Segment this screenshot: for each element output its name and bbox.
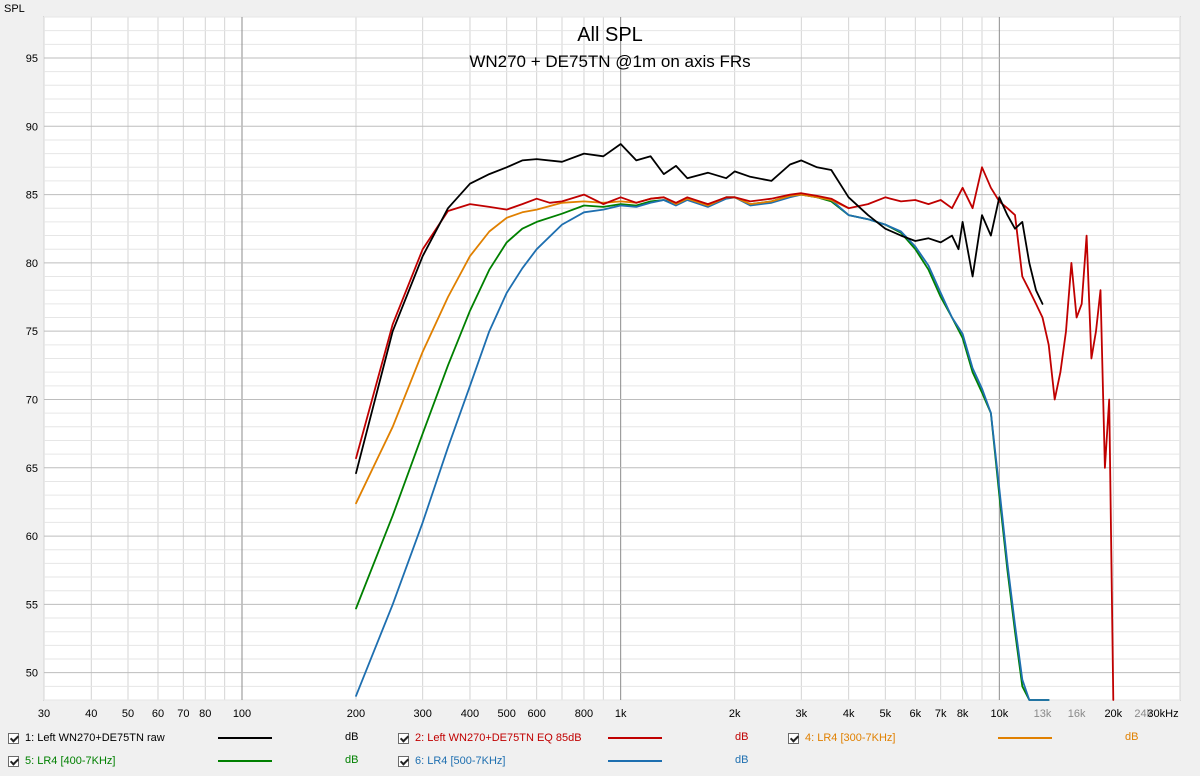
legend-unit-lr4-300: dB <box>1125 731 1139 743</box>
legend-unit-lr4-500: dB <box>735 754 749 766</box>
legend-checkbox-raw[interactable] <box>8 732 19 744</box>
legend-unit-lr4-400: dB <box>345 754 359 766</box>
chart-title: All SPL <box>577 24 643 46</box>
legend-item-lr4-500[interactable]: 6: LR4 [500-7KHz] <box>398 751 506 771</box>
y-tick-label: 90 <box>26 121 38 133</box>
x-tick-label: 3k <box>796 708 808 720</box>
legend-swatch-lr4-400 <box>218 760 272 762</box>
legend-label-lr4-400: 5: LR4 [400-7KHz] <box>25 755 116 767</box>
legend-checkbox-lr4-300[interactable] <box>788 732 799 744</box>
x-tick-label: 600 <box>527 708 545 720</box>
legend-item-lr4-400[interactable]: 5: LR4 [400-7KHz] <box>8 751 116 771</box>
legend-swatch-lr4-300 <box>998 737 1052 739</box>
x-tick-label: 40 <box>85 708 97 720</box>
x-tick-label: 2k <box>729 708 741 720</box>
x-tick-label: 800 <box>575 708 593 720</box>
legend-item-lr4-300[interactable]: 4: LR4 [300-7KHz] <box>788 728 896 748</box>
legend-checkbox-lr4-400[interactable] <box>8 755 19 767</box>
y-tick-label: 75 <box>26 326 38 338</box>
y-tick-labels: 50 55 60 65 70 75 80 85 90 95 <box>26 53 38 680</box>
x-tick-label: 5k <box>880 708 892 720</box>
legend-label-eq: 2: Left WN270+DE75TN EQ 85dB <box>415 732 582 744</box>
x-tick-label: 16k <box>1068 708 1086 720</box>
legend-checkbox-eq[interactable] <box>398 732 409 744</box>
minor-gridlines <box>43 16 1181 701</box>
x-tick-label: 500 <box>497 708 515 720</box>
y-axis-label: SPL <box>4 3 25 15</box>
x-tick-label: 30kHz <box>1147 708 1178 720</box>
legend-label-lr4-300: 4: LR4 [300-7KHz] <box>805 732 896 744</box>
y-tick-label: 60 <box>26 531 38 543</box>
legend-checkbox-lr4-500[interactable] <box>398 755 409 767</box>
x-tick-label: 70 <box>177 708 189 720</box>
x-tick-label: 50 <box>122 708 134 720</box>
y-tick-label: 85 <box>26 190 38 202</box>
x-tick-label: 100 <box>233 708 251 720</box>
x-tick-label: 20k <box>1104 708 1122 720</box>
x-tick-label: 7k <box>935 708 947 720</box>
legend-unit-raw: dB <box>345 731 359 743</box>
x-tick-label: 30 <box>38 708 50 720</box>
legend-item-raw[interactable]: 1: Left WN270+DE75TN raw <box>8 728 165 748</box>
series-line-5 <box>355 193 1050 701</box>
legend-swatch-raw <box>218 737 272 739</box>
y-tick-label: 70 <box>26 394 38 406</box>
legend-unit-eq: dB <box>735 731 749 743</box>
y-tick-label: 95 <box>26 53 38 65</box>
series-layer <box>355 143 1115 701</box>
x-tick-label: 200 <box>347 708 365 720</box>
legend-row-1: 1: Left WN270+DE75TN raw dB 2: Left WN27… <box>0 728 1200 748</box>
spl-chart: 30 40 50 60 70 80 100 200 300 400 500 600 800 1k 2k 3k 4… <box>4 3 1181 720</box>
x-tick-label: 4k <box>843 708 855 720</box>
legend-swatch-lr4-500 <box>608 760 662 762</box>
legend-row-2: 5: LR4 [400-7KHz] dB 6: LR4 [500-7KHz] d… <box>0 751 1200 771</box>
series-line-1 <box>355 143 1044 475</box>
x-tick-label: 6k <box>910 708 922 720</box>
x-tick-label: 400 <box>461 708 479 720</box>
legend-item-eq[interactable]: 2: Left WN270+DE75TN EQ 85dB <box>398 728 582 748</box>
y-tick-label: 55 <box>26 599 38 611</box>
legend-label-lr4-500: 6: LR4 [500-7KHz] <box>415 755 506 767</box>
series-line-2 <box>355 166 1115 701</box>
major-gridlines <box>44 17 1180 700</box>
x-tick-label: 8k <box>957 708 969 720</box>
x-tick-label: 60 <box>152 708 164 720</box>
x-tick-label: 10k <box>990 708 1008 720</box>
y-tick-label: 50 <box>26 668 38 680</box>
x-tick-labels: 30 40 50 60 70 80 100 200 300 400 500 600 800 1k 2k 3k 4… <box>38 708 1179 720</box>
x-tick-label: 13k <box>1034 708 1052 720</box>
y-tick-label: 65 <box>26 463 38 475</box>
y-tick-label: 80 <box>26 258 38 270</box>
chart-subtitle: WN270 + DE75TN @1m on axis FRs <box>469 52 750 71</box>
x-tick-label: 80 <box>199 708 211 720</box>
x-tick-label: 300 <box>413 708 431 720</box>
legend-label-raw: 1: Left WN270+DE75TN raw <box>25 732 165 744</box>
legend-swatch-eq <box>608 737 662 739</box>
x-tick-label: 24k <box>1134 708 1152 720</box>
x-tick-label: 1k <box>615 708 627 720</box>
